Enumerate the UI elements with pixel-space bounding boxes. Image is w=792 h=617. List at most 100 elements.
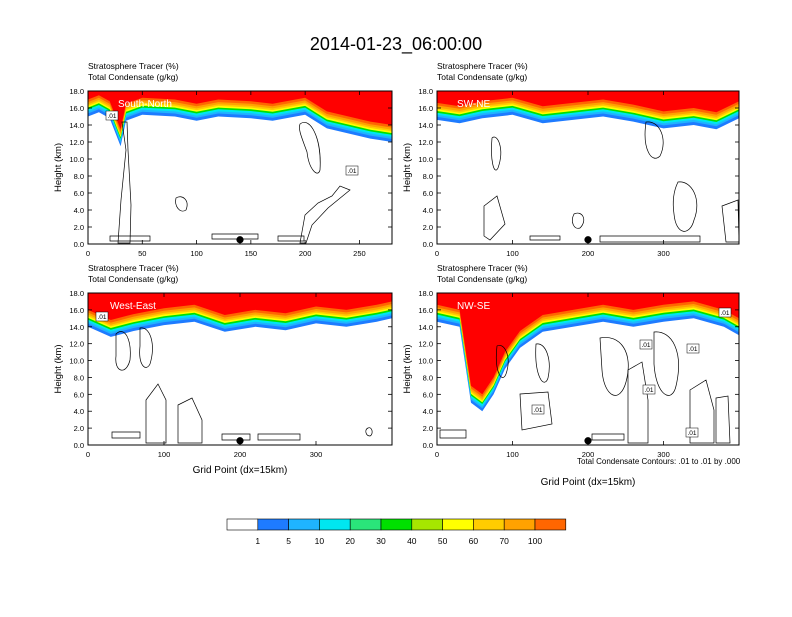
x-tick-label: 250 — [353, 249, 366, 258]
x-tick-label: 200 — [299, 249, 312, 258]
contour-label-box — [105, 110, 119, 121]
x-tick-label: 0 — [86, 450, 90, 459]
plot-frame — [87, 90, 393, 245]
condensate-contour — [299, 122, 321, 174]
x-tick-label: 0 — [86, 249, 90, 258]
colorbar-cell — [411, 518, 443, 531]
x-tick-label: 200 — [234, 450, 247, 459]
colorbar-cell — [288, 518, 320, 531]
x-tick-label: 150 — [245, 249, 258, 258]
colorbar-label: 70 — [499, 536, 509, 546]
x-tick-label: 200 — [582, 249, 595, 258]
x-tick-label: 100 — [158, 450, 171, 459]
colorbar-label: 20 — [345, 536, 355, 546]
y-tick-label: 6.0 — [74, 390, 84, 399]
contour-label: .01 — [533, 407, 542, 414]
y-tick-label: 14.0 — [418, 323, 433, 332]
condensate-contour — [599, 337, 629, 396]
colorbar-label: 10 — [315, 536, 325, 546]
tracer-band-8 — [437, 91, 739, 113]
y-axis-label: Height (km) — [53, 143, 64, 192]
y-tick-label: 4.0 — [423, 407, 433, 416]
y-axis-label: Height (km) — [53, 344, 64, 393]
panels: Stratosphere Tracer (%)Total Condensate … — [53, 61, 740, 488]
panel-label: SW-NE — [457, 99, 490, 110]
y-tick-label: 6.0 — [423, 390, 433, 399]
y-tick-label: 0.0 — [423, 441, 433, 450]
panel-title-line: Stratosphere Tracer (%) — [437, 263, 528, 273]
contour-label-box — [95, 311, 109, 322]
contour-label: .01 — [720, 310, 729, 317]
condensate-contour — [672, 181, 698, 232]
condensate-contour — [599, 235, 701, 243]
y-tick-label: 10.0 — [418, 357, 433, 366]
tracer-band-8 — [88, 91, 392, 130]
condensate-contour — [111, 431, 141, 439]
colorbar-label: 60 — [469, 536, 479, 546]
contour-footnote: Total Condensate Contours: .01 to .01 by… — [577, 457, 741, 466]
y-tick-label: 16.0 — [69, 306, 84, 315]
x-tick-label: 0 — [435, 249, 439, 258]
condensate-contour — [175, 196, 188, 212]
y-tick-label: 10.0 — [69, 357, 84, 366]
contour-label: .01 — [644, 387, 653, 394]
condensate-contour — [299, 185, 351, 244]
condensate-contour — [572, 212, 585, 229]
colorbar-cell — [349, 518, 382, 531]
condensate-contour — [653, 331, 679, 396]
y-tick-label: 8.0 — [74, 373, 84, 382]
tracer-band-8 — [437, 293, 739, 395]
y-tick-label: 2.0 — [74, 424, 84, 433]
panel-title-line: Stratosphere Tracer (%) — [437, 61, 528, 71]
panel-sw-ne: Stratosphere Tracer (%)Total Condensate … — [402, 61, 740, 258]
y-tick-label: 16.0 — [69, 104, 84, 113]
condensate-contour — [491, 136, 502, 171]
condensate-contour — [519, 391, 553, 431]
y-tick-label: 12.0 — [69, 340, 84, 349]
y-tick-label: 4.0 — [74, 407, 84, 416]
panel-title-line: Stratosphere Tracer (%) — [88, 61, 179, 71]
colorbar-cell — [534, 518, 567, 531]
y-tick-label: 8.0 — [74, 172, 84, 181]
panel-title-line: Total Condensate (g/kg) — [437, 72, 527, 82]
contour-label: .01 — [687, 430, 696, 437]
contour-label-box — [686, 343, 700, 354]
condensate-contour — [277, 235, 305, 242]
y-tick-label: 16.0 — [418, 104, 433, 113]
panel-nw-se: Stratosphere Tracer (%)Total Condensate … — [402, 263, 740, 488]
condensate-contour — [627, 361, 649, 444]
y-tick-label: 6.0 — [423, 189, 433, 198]
condensate-contour — [139, 327, 153, 368]
condensate-contour — [496, 344, 509, 378]
condensate-contour — [117, 121, 132, 244]
condensate-contour — [221, 433, 251, 441]
y-tick-label: 10.0 — [69, 155, 84, 164]
y-tick-label: 0.0 — [423, 240, 433, 249]
colorbar-cell — [319, 518, 351, 531]
y-tick-label: 4.0 — [74, 206, 84, 215]
y-tick-label: 16.0 — [418, 306, 433, 315]
y-axis-label: Height (km) — [402, 143, 413, 192]
colorbar-cell — [473, 518, 505, 531]
panel-south-north: Stratosphere Tracer (%)Total Condensate … — [53, 61, 393, 258]
condensate-contour — [529, 235, 561, 241]
condensate-contour — [211, 233, 259, 240]
condensate-contour — [535, 343, 550, 383]
figure-title: 2014-01-23_06:00:00 — [310, 34, 482, 55]
y-tick-label: 18.0 — [69, 87, 84, 96]
contour-label-box — [685, 427, 699, 438]
y-tick-label: 2.0 — [423, 223, 433, 232]
contour-label-box — [531, 404, 545, 415]
panel-west-east: Stratosphere Tracer (%)Total Condensate … — [53, 263, 393, 476]
condensate-contour — [115, 331, 131, 371]
colorbar-cell — [226, 518, 259, 531]
y-tick-label: 18.0 — [69, 289, 84, 298]
panel-label: West-East — [110, 301, 156, 312]
panel-title-line: Total Condensate (g/kg) — [437, 274, 527, 284]
contour-label-box — [718, 307, 732, 318]
contour-label-box — [345, 165, 359, 176]
contour-label: .01 — [347, 168, 356, 175]
y-tick-label: 0.0 — [74, 441, 84, 450]
y-tick-label: 8.0 — [423, 373, 433, 382]
